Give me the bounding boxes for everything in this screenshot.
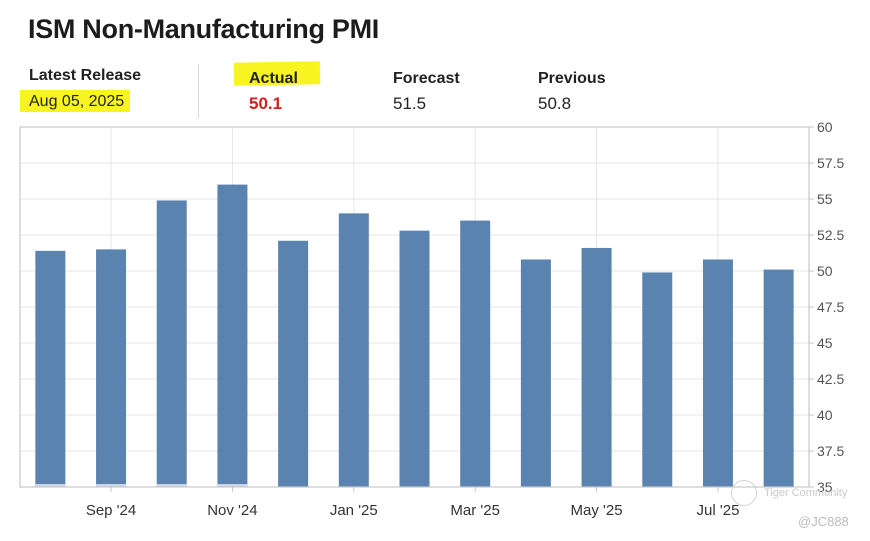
actual-label: Actual [249,70,298,87]
watermark-logo [731,480,757,506]
x-tick-label: Nov '24 [207,502,257,519]
latest-release-date: Aug 05, 2025 [29,93,125,110]
x-tick-label: Sep '24 [86,502,136,519]
y-tick-label: 55 [817,191,833,207]
x-tick-label: Jul '25 [697,502,740,519]
bars [35,184,794,487]
x-tick-label: May '25 [571,502,623,519]
axes: 60 57.5 55 52.5 50 47.5 45 42.5 40 37.5 35 Sep '24 N… [19,119,844,519]
y-tick-label: 50 [817,263,833,279]
y-tick-label: 60 [817,119,833,135]
y-tick-label: 40 [817,407,833,423]
forecast-value: 51.5 [393,94,427,113]
previous-label: Previous [538,70,606,87]
header-divider [198,64,199,118]
highlight-mark [20,90,130,112]
watermark-user: @JC888 [798,514,849,529]
bar-base-accent [96,484,127,487]
y-tick-label: 35 [817,479,833,495]
page-title: ISM Non-Manufacturing PMI [28,14,379,44]
y-tick-label: 47.5 [817,299,844,315]
watermark-brand: Tiger Community [764,487,848,499]
forecast-label: Forecast [393,70,460,87]
y-tick-label: 57.5 [817,155,844,171]
bar [642,272,673,487]
previous-value: 50.8 [538,94,572,113]
x-tick-label: Mar '25 [450,502,500,519]
y-tick-label: 52.5 [817,227,844,243]
bar [96,249,127,487]
y-tick-label: 42.5 [817,371,844,387]
bar [399,230,430,487]
actual-value: 50.1 [249,94,283,113]
bar [35,250,66,487]
bar-base-accent [35,484,66,487]
bar [217,184,248,487]
bar [702,259,733,487]
latest-release-label: Latest Release [29,67,142,84]
bar [338,213,369,487]
bar-base-accent [156,484,187,487]
y-tick-label: 37.5 [817,443,844,459]
bar [460,220,491,487]
x-tick-label: Jan '25 [330,502,378,519]
y-tick-label: 45 [817,335,833,351]
bar [763,269,794,487]
bar [156,200,187,487]
bar [278,240,309,487]
bar-base-accent [217,484,248,487]
bar [520,259,551,487]
bar [581,247,612,487]
